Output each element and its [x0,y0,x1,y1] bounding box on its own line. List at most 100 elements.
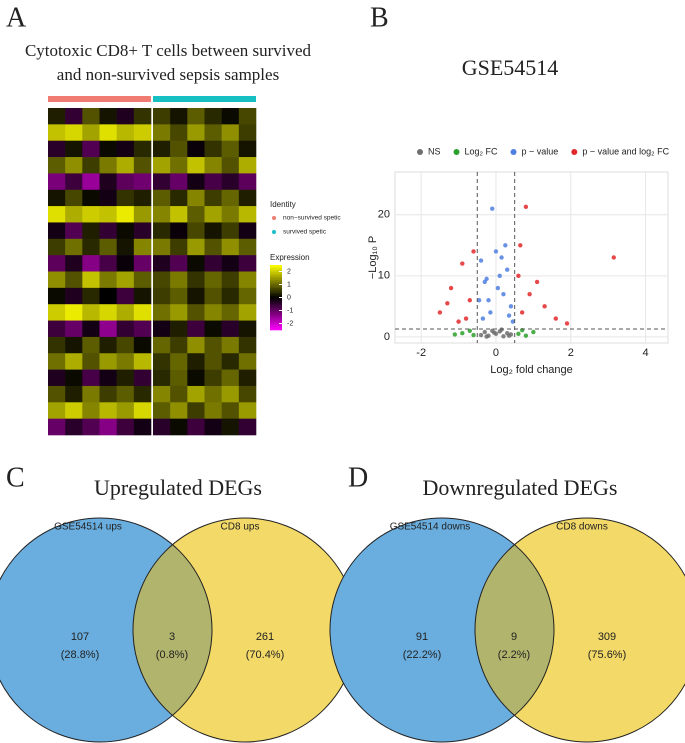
heat-cell [187,108,205,125]
point [519,310,525,315]
heat-cell [82,108,100,125]
legend-title: Identity [270,200,296,209]
heat-cell [99,271,117,289]
x-tick-label: -2 [416,347,426,359]
heat-cell [153,140,171,158]
heat-cell [99,320,117,338]
heat-cell [238,222,257,240]
colorbar-step [270,268,282,271]
heat-cell [153,353,171,370]
heat-cell [187,320,205,338]
venn-outline [474,517,685,743]
colorbar-step [270,307,282,310]
heat-cell [116,271,135,289]
heat-cell [187,385,205,403]
heat-cell [82,369,100,387]
heat-cell [65,320,83,338]
heat-cell [82,222,100,240]
heat-cell [221,238,240,256]
heat-cell [187,418,205,436]
heat-cell [48,287,66,305]
heat-cell [99,402,117,419]
heat-cell [65,157,83,174]
heat-cell [221,173,240,191]
heat-cell [133,385,152,403]
heat-cell [48,402,66,419]
heat-cell [238,189,257,207]
heat-cell [65,369,83,387]
legend-label: NS [428,146,441,156]
point [476,298,482,303]
heat-cell [133,206,152,223]
region-count: 9 [511,631,517,643]
heat-cell [48,271,66,289]
heat-cell [99,222,117,240]
heat-cell [99,287,117,305]
heat-cell [65,336,83,354]
point [542,304,547,309]
colorbar-tick-label: 1 [287,281,291,288]
panel-letter: C [6,462,25,493]
point [534,279,540,285]
heat-cell [65,271,83,289]
heat-cell [82,173,100,191]
region-percent: (22.2%) [403,649,442,661]
heat-cell [153,157,171,174]
heat-cell [116,255,135,272]
point [499,327,504,332]
heat-cell [204,222,222,240]
point [553,316,559,321]
point [463,316,469,321]
heat-cell [99,369,117,387]
heat-cell [82,287,100,305]
heat-cell [170,369,188,387]
heat-cell [238,124,257,141]
point [497,273,502,279]
heat-cell [238,336,257,354]
heat-cell [65,189,83,207]
colorbar-step [270,326,282,329]
heat-cell [221,336,240,354]
colorbar-step [270,317,282,319]
heat-cell [170,189,188,207]
heat-cell [238,173,257,191]
heat-cell [82,385,100,403]
heat-cell [65,418,83,436]
colorbar-step [270,271,282,274]
colorbar-step [270,321,282,324]
heat-cell [65,173,83,191]
heat-cell [238,369,257,387]
heat-cell [82,418,100,436]
heat-cell [82,336,100,354]
heat-cell [116,304,135,321]
heat-cell [238,157,257,174]
heat-cell [116,320,135,338]
heat-cell [204,189,222,207]
heat-cell [133,271,152,289]
heat-cell [99,140,117,158]
heat-cell [133,255,152,272]
heat-cell [99,157,117,174]
heat-cell [133,124,152,141]
heat-cell [187,353,205,370]
heat-cell [221,206,240,223]
heat-cell [133,108,152,125]
y-tick-label: 0 [384,331,390,343]
heat-cell [82,255,100,272]
x-tick-label: 0 [493,347,499,359]
legend-swatch [453,149,460,155]
heat-cell [133,222,152,240]
plot-area [394,171,669,344]
heat-cell [221,108,240,125]
heat-cell [221,157,240,174]
chart-title: Downregulated DEGs [423,475,618,500]
chart-title: GSE54514 [462,55,559,80]
legend-label: survived spetic [283,229,327,236]
heat-cell [99,238,117,256]
heat-cell [133,189,152,207]
heat-cell [221,320,240,338]
heat-cell [116,173,135,191]
point [506,313,512,318]
heat-cell [116,287,135,305]
heat-cell [238,108,257,125]
